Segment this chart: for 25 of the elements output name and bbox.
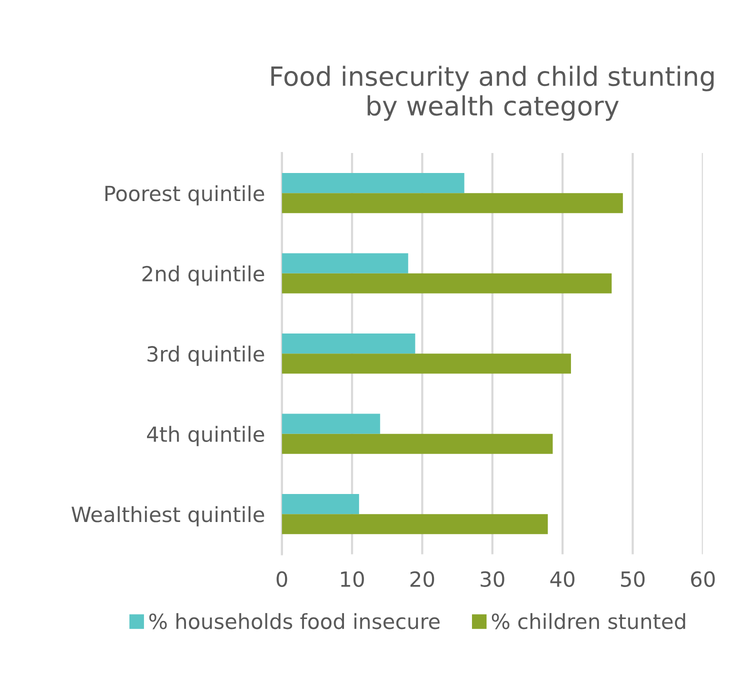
legend-label: % children stunted (492, 613, 686, 630)
x-tick-label: 30 (480, 571, 504, 587)
bar (282, 334, 416, 354)
y-tick-label: Wealthiest quintile (72, 506, 264, 526)
bar (282, 494, 360, 514)
bar (282, 273, 612, 294)
chart-title: Food insecurity and child stunting by wealth category (271, 66, 714, 121)
bar (282, 173, 464, 194)
bar (282, 414, 380, 434)
x-tick-label: 60 (691, 571, 715, 587)
legend-label: % households food insecure (149, 613, 440, 630)
y-tick-label: 3rd quintile (148, 346, 264, 366)
x-tick-label: 40 (550, 571, 574, 587)
bar (282, 253, 408, 274)
bar (282, 434, 553, 454)
x-tick-label: 10 (341, 571, 364, 587)
y-tick-label: Poorest quintile (105, 185, 264, 206)
x-tick-label: 0 (276, 571, 288, 587)
y-tick-label: 2nd quintile (142, 265, 264, 286)
x-tick-label: 20 (410, 571, 434, 587)
bar (282, 193, 623, 214)
y-tick-label: 4th quintile (147, 426, 264, 446)
bar (282, 514, 548, 534)
bar (282, 354, 571, 374)
x-tick-label: 50 (621, 571, 645, 587)
